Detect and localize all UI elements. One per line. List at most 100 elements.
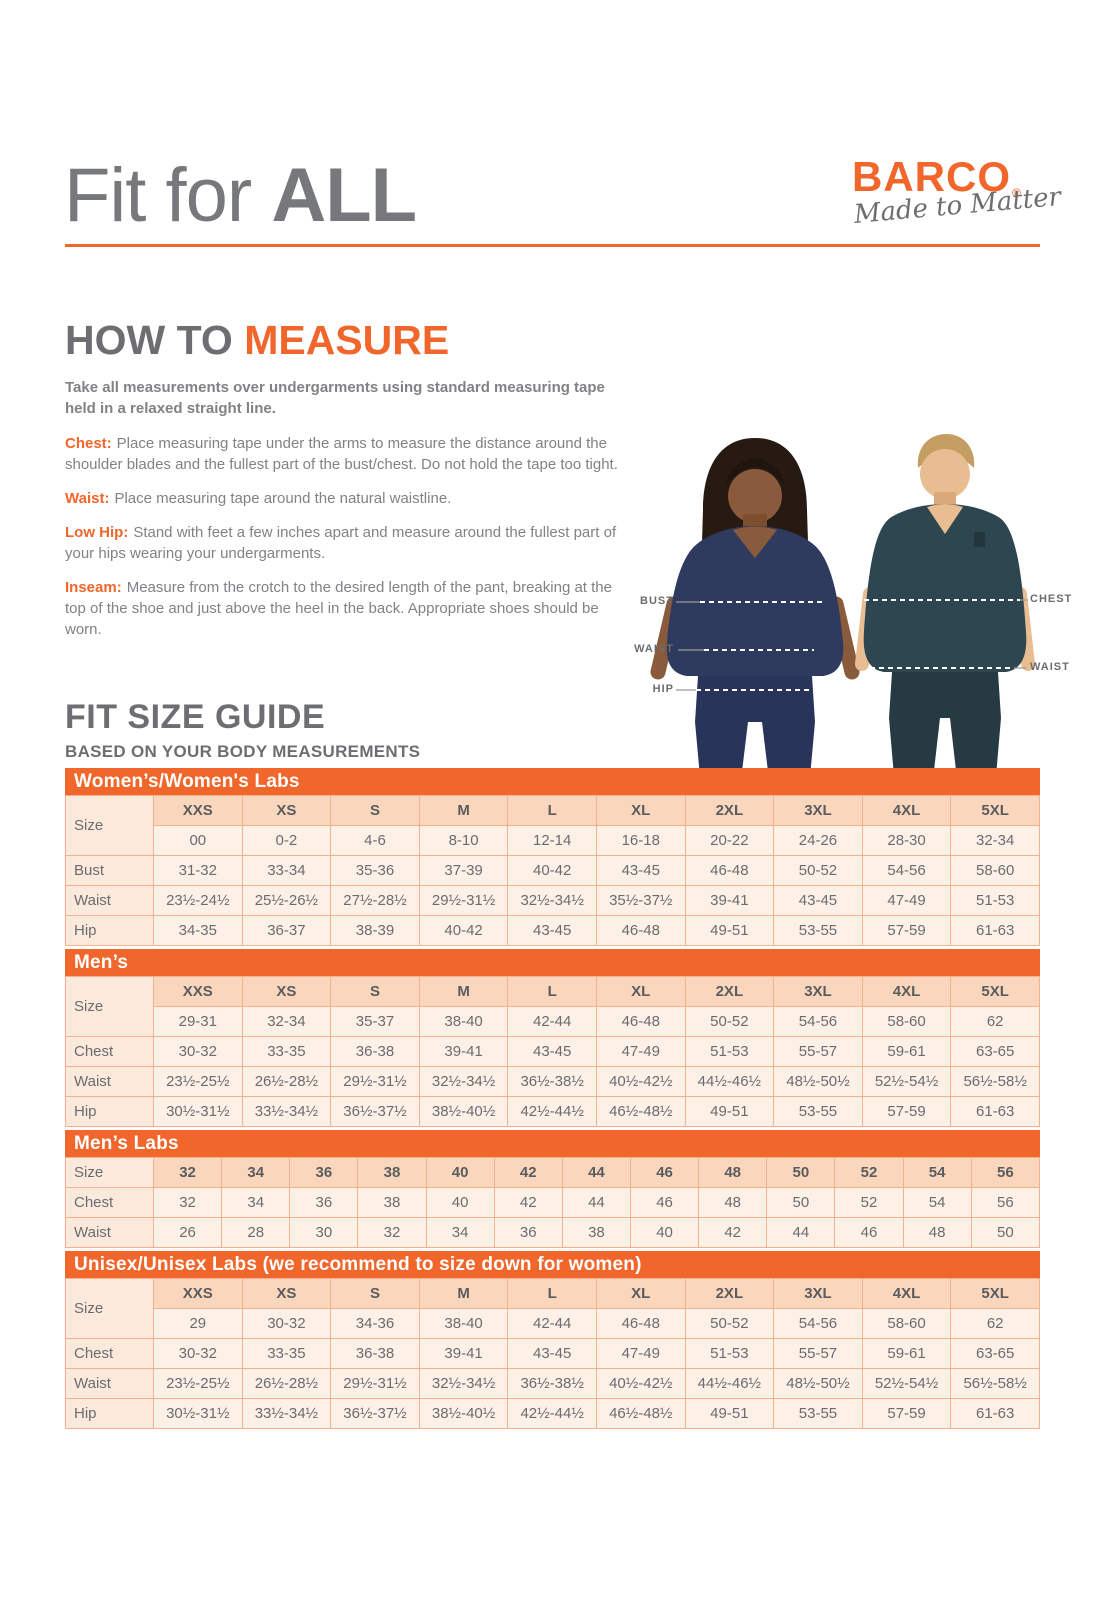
measurement-cell: 58-60 xyxy=(950,855,1040,886)
size-subrow: 00 0-2 4-6 8-10 12-14 16-18 20-22 24-26 28-30 32-… xyxy=(66,825,1040,856)
measurement-cell: 36-38 xyxy=(330,1036,420,1067)
measurement-cell: 34-35 xyxy=(153,915,243,946)
measurement-cell: 33½-34½ xyxy=(241,1398,332,1429)
size-header-cell: 4XL xyxy=(861,1278,952,1309)
row-label: Hip xyxy=(65,915,154,946)
measurement-cell: 63-65 xyxy=(950,1036,1040,1067)
size-sub-cell: 42-44 xyxy=(507,1308,597,1339)
measurement-cell: 36 xyxy=(289,1187,359,1218)
how-to-measure-title-orange: MEASURE xyxy=(244,317,450,363)
measurement-cell: 43-45 xyxy=(773,885,863,916)
size-header-cell: 56 xyxy=(970,1157,1041,1188)
measurement-cell: 46 xyxy=(834,1217,904,1248)
measurement-cell: 48 xyxy=(698,1187,768,1218)
size-sub-cell: 38-40 xyxy=(418,1308,509,1339)
size-sub-cell: 29-31 xyxy=(153,1006,243,1037)
measurement-lines xyxy=(676,599,1028,691)
size-sub-cell: 24-26 xyxy=(773,825,863,856)
size-header-cell: 4XL xyxy=(861,976,952,1007)
size-header-cell: 42 xyxy=(493,1157,563,1188)
table-title: Unisex/Unisex Labs (we recommend to size… xyxy=(65,1251,1040,1278)
row-label-header: Size xyxy=(65,795,154,856)
size-sub-cell: 42-44 xyxy=(507,1006,597,1037)
measurement-cell: 50 xyxy=(970,1217,1041,1248)
size-table-grid: Size XXS XS S M L XL 2XL 3XL 4XL 5XL 29 30-32 34-36 38… xyxy=(65,1278,1040,1429)
waist-measure-label-man: WAIST xyxy=(1030,661,1070,673)
measurement-cell: 40 xyxy=(629,1217,700,1248)
size-header-cell: XXS xyxy=(153,795,243,826)
measurement-cell: 55-57 xyxy=(773,1338,863,1369)
measurement-cell: 53-55 xyxy=(773,1398,863,1429)
measurement-cell: 44½-46½ xyxy=(684,1368,775,1399)
size-sub-cell: 20-22 xyxy=(684,825,775,856)
size-header-cell: XL xyxy=(595,1278,686,1309)
size-header-cell: M xyxy=(418,976,509,1007)
measurement-cell: 36½-38½ xyxy=(507,1368,597,1399)
measurement-row: Chest 30-32 33-35 36-38 39-41 43-45 47-49 51-53… xyxy=(65,1338,1040,1369)
size-table-1: Men’s Size XXS XS S M L XL 2XL 3XL 4XL 5XL 29-31 32-3… xyxy=(65,949,1040,1127)
measurement-cell: 39-41 xyxy=(684,885,775,916)
size-header-cell: XL xyxy=(595,976,686,1007)
measurement-cell: 47-49 xyxy=(861,885,952,916)
size-subrow: 29 30-32 34-36 38-40 42-44 46-48 50-52 54-56 58-… xyxy=(66,1308,1040,1339)
measurement-cell: 36½-38½ xyxy=(507,1066,597,1097)
measurement-cell: 42 xyxy=(493,1187,563,1218)
measurement-row: Waist 23½-25½ 26½-28½ 29½-31½ 32½-34½ 36½-38½… xyxy=(65,1368,1040,1399)
size-table-grid: Size 32 34 36 38 40 42 44 46 48 50 52 54 56 Chest 32 34 3… xyxy=(65,1157,1041,1248)
measurement-cell: 26½-28½ xyxy=(241,1368,332,1399)
measurement-cell: 51-53 xyxy=(950,885,1040,916)
measurement-cell: 52½-54½ xyxy=(861,1066,952,1097)
measurement-cell: 46½-48½ xyxy=(595,1398,686,1429)
woman-figure xyxy=(650,438,860,788)
measure-item-lowhip-label: Low Hip: xyxy=(65,524,129,541)
models-illustration xyxy=(650,434,1035,788)
measurement-cell: 46-48 xyxy=(595,915,686,946)
size-header-cell: M xyxy=(418,795,509,826)
measurement-row: Hip 34-35 36-37 38-39 40-42 43-45 46-48 49-51 53… xyxy=(65,915,1040,946)
size-sub-cell: 4-6 xyxy=(330,825,420,856)
measurement-row: Chest 32 34 36 38 40 42 44 46 48 50 52 54 56 xyxy=(65,1187,1041,1218)
size-header-cell: XS xyxy=(241,1278,332,1309)
size-header-cell: 46 xyxy=(629,1157,700,1188)
measurement-cell: 34 xyxy=(221,1187,291,1218)
measurement-cell: 40 xyxy=(425,1187,495,1218)
measurement-cell: 38½-40½ xyxy=(418,1398,509,1429)
size-sub-cell: 54-56 xyxy=(773,1308,863,1339)
header-divider xyxy=(65,244,1040,247)
measure-item-inseam-text: Measure from the crotch to the desired l… xyxy=(65,579,612,638)
measurement-cell: 38 xyxy=(561,1217,631,1248)
row-label: Waist xyxy=(65,1066,154,1097)
size-sub-cell: 58-60 xyxy=(861,1006,952,1037)
size-subrow: 29-31 32-34 35-37 38-40 42-44 46-48 50-52 54-56… xyxy=(66,1006,1040,1037)
measure-item-chest-text: Place measuring tape under the arms to m… xyxy=(65,435,618,473)
measurement-cell: 57-59 xyxy=(861,915,952,946)
size-sub-cell: 34-36 xyxy=(330,1308,420,1339)
measurement-cell: 51-53 xyxy=(684,1338,775,1369)
measurement-row: Hip 30½-31½ 33½-34½ 36½-37½ 38½-40½ 42½-44½ 46… xyxy=(65,1096,1040,1127)
measurement-cell: 32½-34½ xyxy=(418,1368,509,1399)
measurement-cell: 48 xyxy=(902,1217,972,1248)
measurement-cell: 49-51 xyxy=(684,915,775,946)
measurement-cell: 61-63 xyxy=(950,1398,1040,1429)
hip-measure-label: HIP xyxy=(652,683,674,695)
size-header-cell: 40 xyxy=(425,1157,495,1188)
size-header-cell: 52 xyxy=(834,1157,904,1188)
size-header-cell: 2XL xyxy=(684,795,775,826)
measurement-cell: 36-38 xyxy=(330,1338,420,1369)
size-header-cell: 4XL xyxy=(861,795,952,826)
size-header-cell: 3XL xyxy=(773,976,863,1007)
measurement-cell: 40-42 xyxy=(507,855,597,886)
measurement-cell: 47-49 xyxy=(595,1036,686,1067)
size-sub-cell: 32-34 xyxy=(241,1006,332,1037)
measurement-cell: 32½-34½ xyxy=(418,1066,509,1097)
size-sub-cell: 0-2 xyxy=(241,825,332,856)
measure-item-lowhip-text: Stand with feet a few inches apart and m… xyxy=(65,524,617,562)
size-tables: Women’s/Women's Labs Size XXS XS S M L XL 2XL 3XL… xyxy=(65,768,1041,1432)
measure-item-waist-label: Waist: xyxy=(65,490,110,507)
size-header-cell: S xyxy=(330,1278,420,1309)
row-label: Chest xyxy=(65,1036,154,1067)
measure-intro: Take all measurements over undergarments… xyxy=(65,379,605,417)
size-header-cell: S xyxy=(330,795,420,826)
size-sub-cell: 32-34 xyxy=(950,825,1040,856)
row-label: Bust xyxy=(65,855,154,886)
